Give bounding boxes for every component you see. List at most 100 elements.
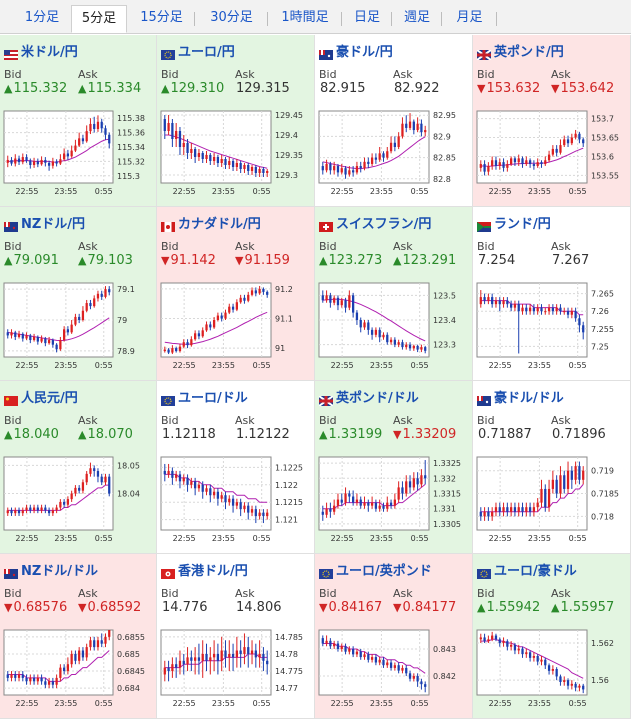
candlestick-chart[interactable]: 1.1225 1.122 1.1215 1.121 22:55 23:55 0:55	[157, 447, 313, 550]
pair-title[interactable]: 人民元/円	[4, 387, 78, 406]
x-tick-label: 22:55	[15, 699, 38, 708]
pair-title[interactable]: ユーロ/ドル	[161, 387, 248, 406]
candlestick-chart[interactable]: 1.562 1.56 22:55 23:55 0:55	[473, 620, 629, 715]
pair-title[interactable]: 米ドル/円	[4, 41, 78, 60]
pair-name[interactable]: 香港ドル/円	[178, 563, 248, 579]
rate-panel[interactable]: 米ドル/円 Bid ▲115.332 Ask ▲115.334 115.38 115.36 1…	[0, 35, 157, 207]
pair-name[interactable]: 豪ドル/ドル	[494, 390, 564, 406]
pair-name[interactable]: ユーロ/英ポンド	[336, 563, 432, 579]
rate-panel[interactable]: ユーロ/ドル Bid 1.12118 Ask 1.12122 1.1225 1.122 1.1…	[157, 381, 315, 554]
bid-value: 123.273	[328, 253, 383, 268]
candle-body	[78, 316, 81, 320]
candlestick-chart[interactable]: 14.785 14.78 14.775 14.77 22:55 23:55 0:55	[157, 620, 313, 715]
rate-panel[interactable]: ユーロ/英ポンド Bid ▼0.84167 Ask ▼0.84177 0.843 0.842…	[315, 554, 473, 719]
candle	[336, 640, 340, 652]
pair-title[interactable]: NZドル/円	[4, 213, 86, 232]
rate-panel[interactable]: ユーロ/豪ドル Bid ▲1.55942 Ask ▲1.55957 1.562 1.56 22…	[473, 554, 631, 719]
candlestick-chart[interactable]: 0.6855 0.685 0.6845 0.684 22:55 23:55 0:55	[0, 620, 155, 715]
candlestick-chart[interactable]: 7.265 7.26 7.255 7.25 22:55 23:55 0:55	[473, 273, 629, 377]
candle	[40, 156, 43, 166]
rate-panel[interactable]: 香港ドル/円 Bid 14.776 Ask 14.806 14.785 14.78 14.77…	[157, 554, 315, 719]
pair-name[interactable]: 英ポンド/ドル	[336, 390, 419, 406]
pair-title[interactable]: 英ポンド/円	[476, 41, 564, 61]
candlestick-chart[interactable]: 129.45 129.4 129.35 129.3 22:55 23:55 0:55	[157, 101, 313, 203]
pair-title[interactable]: 豪ドル/ドル	[477, 387, 564, 406]
pair-name[interactable]: 英ポンド/円	[494, 44, 564, 60]
candlestick-chart[interactable]: 0.719 0.7185 0.718 22:55 23:55 0:55	[473, 447, 629, 550]
pair-title[interactable]: ユーロ/豪ドル	[477, 560, 577, 579]
candlestick-chart[interactable]: 1.3325 1.332 1.3315 1.331 1.3305 22:55 23:55 0:…	[315, 447, 471, 550]
candle	[544, 657, 547, 669]
tab-3[interactable]: 15分足	[128, 5, 195, 33]
pair-title[interactable]: ユーロ/円	[161, 41, 235, 60]
candle-body	[479, 637, 482, 640]
candlestick-chart[interactable]: 82.95 82.9 82.85 82.8 22:55 23:55 0:55	[315, 101, 471, 203]
candle	[108, 473, 111, 497]
pair-name[interactable]: 米ドル/円	[21, 44, 78, 60]
pair-name[interactable]: ユーロ/ドル	[178, 390, 248, 406]
candle-body	[333, 643, 336, 647]
pair-name[interactable]: NZドル/円	[21, 216, 86, 232]
candlestick-chart[interactable]: 79.1 79 78.9 22:55 23:55 0:55	[0, 273, 155, 377]
candlestick-chart[interactable]: 91.2 91.1 91 22:55 23:55 0:55	[157, 273, 313, 377]
pair-title[interactable]: 香港ドル/円	[161, 560, 248, 579]
candle-body	[205, 653, 208, 661]
tab-1[interactable]: 1分足	[12, 5, 72, 33]
rate-panel[interactable]: ユーロ/円 Bid ▲129.310 Ask 129.315 129.45 129.4 129…	[157, 35, 315, 207]
pair-title[interactable]: 豪ドル/円	[319, 41, 393, 60]
candle	[578, 683, 581, 692]
pair-name[interactable]: 豪ドル/円	[336, 44, 393, 60]
candle	[74, 313, 77, 327]
candle-body	[336, 643, 340, 649]
pair-title[interactable]: スイスフラン/円	[319, 213, 432, 232]
candle-body	[570, 683, 573, 686]
pair-title[interactable]: 英ポンド/ドル	[318, 387, 419, 407]
candle	[194, 147, 197, 163]
rate-panel[interactable]: スイスフラン/円 Bid ▲123.273 Ask ▲123.291 123.5 123.4…	[315, 207, 473, 381]
ask-value: 1.12122	[236, 427, 290, 442]
candle	[17, 155, 21, 165]
candlestick-chart[interactable]: 0.843 0.842 22:55 23:55 0:55	[315, 620, 471, 715]
tab-4[interactable]: 30分足	[195, 5, 268, 33]
rate-panel[interactable]: ランド/円 Bid 7.254 Ask 7.267 7.265 7.26 7.255 7.25 2…	[473, 207, 631, 381]
pair-name[interactable]: スイスフラン/円	[336, 216, 432, 232]
pair-name[interactable]: カナダドル/円	[178, 216, 261, 232]
candle-body	[55, 677, 58, 685]
rate-panel[interactable]: 豪ドル/円 Bid 82.915 Ask 82.922 82.95 82.9 82.85 82.…	[315, 35, 473, 207]
tab-6[interactable]: 日足	[342, 5, 392, 33]
candlestick-chart[interactable]: 115.38 115.36 115.34 115.32 115.3 22:55 23:55 0…	[0, 101, 155, 203]
rate-panel[interactable]: 英ポンド/円 Bid ▼153.632 Ask ▼153.642 153.7 153.65 1…	[473, 35, 631, 207]
tab-5[interactable]: 1時間足	[268, 5, 342, 33]
candle-body	[578, 318, 581, 326]
ask-label: Ask	[235, 68, 255, 81]
pair-title[interactable]: ユーロ/英ポンド	[319, 560, 432, 579]
rate-panel[interactable]: 英ポンド/ドル Bid ▲1.33199 Ask ▼1.33209 1.3325 1.332…	[315, 381, 473, 554]
tab-8[interactable]: 月足	[442, 5, 497, 33]
candle-body	[378, 153, 381, 160]
bid-value: 153.632	[486, 81, 541, 96]
candlestick-chart[interactable]: 153.7 153.65 153.6 153.55 22:55 23:55 0:55	[473, 101, 629, 203]
pair-title[interactable]: NZドル/ドル	[4, 560, 99, 579]
candlestick-chart[interactable]: 123.5 123.4 123.3 22:55 23:55 0:55	[315, 273, 471, 377]
candle-body	[197, 153, 201, 157]
y-tick-label: 115.32	[117, 157, 145, 166]
tab-2[interactable]: 5分足	[71, 5, 127, 33]
pair-title[interactable]: ランド/円	[477, 213, 551, 232]
tab-7[interactable]: 週足	[392, 5, 442, 33]
pair-name[interactable]: 人民元/円	[21, 390, 78, 406]
candlestick-chart[interactable]: 18.05 18.04 22:55 23:55 0:55	[0, 447, 155, 550]
rate-panel[interactable]: 人民元/円 Bid ▲18.040 Ask ▲18.070 18.05 18.04 22:55…	[0, 381, 157, 554]
candle	[243, 633, 246, 665]
rate-panel[interactable]: NZドル/ドル Bid ▼0.68576 Ask ▼0.68592 0.6855 0.685…	[0, 554, 157, 719]
pair-name[interactable]: NZドル/ドル	[21, 563, 99, 579]
candle-body	[352, 648, 355, 655]
pair-title[interactable]: カナダドル/円	[161, 213, 261, 232]
pair-name[interactable]: ユーロ/円	[178, 44, 235, 60]
pair-name[interactable]: ユーロ/豪ドル	[494, 563, 577, 579]
candle	[521, 304, 524, 315]
rate-panel[interactable]: カナダドル/円 Bid ▼91.142 Ask ▼91.159 91.2 91.1 91 22:…	[157, 207, 315, 381]
candle-body	[521, 507, 524, 512]
rate-panel[interactable]: 豪ドル/ドル Bid 0.71887 Ask 0.71896 0.719 0.7185 0.7…	[473, 381, 631, 554]
rate-panel[interactable]: NZドル/円 Bid ▲79.091 Ask ▲79.103 79.1 79 78.9 22:5…	[0, 207, 157, 381]
pair-name[interactable]: ランド/円	[494, 216, 551, 232]
